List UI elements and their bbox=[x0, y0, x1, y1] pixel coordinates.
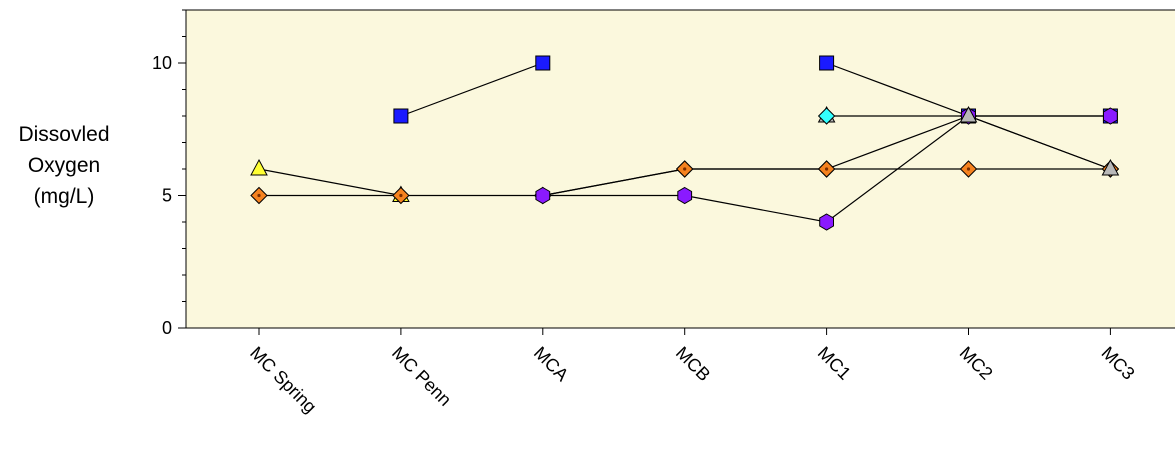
triangle-marker bbox=[959, 105, 978, 123]
x-tick-label: MC2 bbox=[956, 343, 997, 384]
y-tick-label: 0 bbox=[162, 318, 172, 338]
diamond-center-dot bbox=[683, 167, 687, 171]
x-tick-label: MC Penn bbox=[388, 343, 455, 410]
x-tick-label: MC1 bbox=[814, 343, 855, 384]
series-markers bbox=[250, 55, 1120, 231]
square-marker bbox=[393, 108, 409, 124]
square-marker bbox=[535, 55, 551, 71]
x-tick-label: MCA bbox=[530, 343, 572, 385]
y-axis-label-line: Dissovled bbox=[18, 123, 109, 146]
diamond-center-dot bbox=[966, 167, 971, 171]
square-marker bbox=[819, 55, 835, 71]
diamond-marker bbox=[817, 107, 836, 125]
diamond-center-dot bbox=[825, 167, 829, 171]
series-line bbox=[258, 168, 402, 197]
y-axis-label-line: (mg/L) bbox=[34, 185, 95, 208]
x-tick-label: MCB bbox=[672, 343, 714, 385]
y-axis-label-line: Oxygen bbox=[28, 154, 100, 177]
x-tick-label: MC Spring bbox=[246, 343, 320, 417]
triangle-marker bbox=[250, 158, 268, 176]
y-tick-label: 10 bbox=[152, 53, 172, 73]
y-tick-label: 5 bbox=[162, 186, 172, 206]
y-axis-label: Dissovled Oxygen (mg/L) bbox=[18, 123, 109, 208]
y-axis: 0 5 10 bbox=[152, 9, 186, 338]
x-axis: MC Spring MC Penn MCA MCB MC1 MC2 MC3 bbox=[246, 328, 1139, 417]
diamond-center-dot bbox=[257, 193, 261, 198]
hexagon-marker bbox=[1103, 107, 1118, 125]
triangle-marker bbox=[1101, 158, 1120, 176]
hexagon-marker bbox=[677, 186, 693, 205]
hexagon-marker bbox=[535, 186, 551, 205]
hexagon-marker bbox=[819, 213, 834, 231]
diamond-center-dot bbox=[399, 193, 403, 198]
x-tick-label: MC3 bbox=[1098, 343, 1139, 384]
series-line bbox=[400, 62, 544, 117]
